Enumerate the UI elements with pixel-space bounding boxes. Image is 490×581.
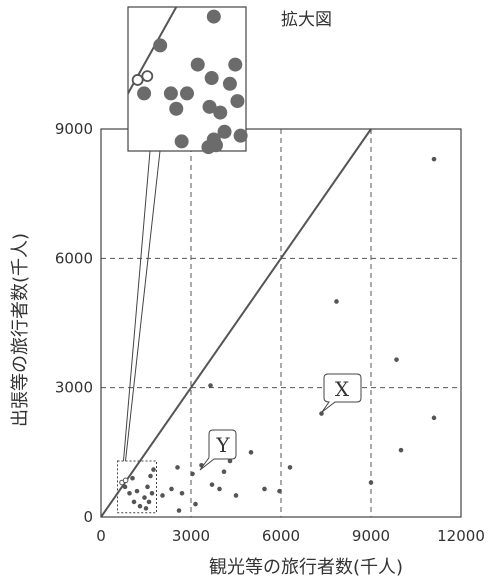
tick-labels-layer: 0 3000 6000 9000 12000 0 3000 6000 9000 bbox=[55, 120, 485, 545]
data-point bbox=[221, 469, 227, 475]
inset-data-point bbox=[153, 38, 168, 53]
data-point bbox=[149, 490, 155, 496]
data-point bbox=[319, 411, 324, 416]
x-axis-title: 観光等の旅行者数(千人) bbox=[209, 557, 403, 578]
data-point bbox=[122, 484, 128, 490]
inset-data-point bbox=[228, 57, 243, 72]
inset-data-point bbox=[169, 101, 184, 116]
inset-data-point bbox=[202, 99, 217, 114]
inset-connector-left bbox=[123, 150, 151, 461]
inset-data-point bbox=[163, 86, 178, 101]
data-point bbox=[143, 506, 149, 511]
inset-data-point bbox=[190, 57, 205, 72]
callout-y-bubble bbox=[199, 429, 237, 471]
grid-layer bbox=[101, 129, 461, 517]
x-tick-label: 3000 bbox=[172, 527, 210, 545]
data-point bbox=[130, 475, 135, 481]
data-point bbox=[368, 480, 374, 485]
inset-data-point bbox=[233, 128, 248, 143]
points-layer bbox=[119, 156, 437, 513]
data-point bbox=[217, 486, 222, 492]
inset-data-point-hollow bbox=[131, 74, 144, 86]
y-axis-title: 出張等の旅行者数(千人) bbox=[10, 233, 31, 427]
data-point bbox=[179, 490, 185, 496]
data-point bbox=[169, 486, 174, 492]
x-tick-label: 6000 bbox=[262, 527, 300, 545]
data-point bbox=[131, 499, 137, 505]
data-point bbox=[208, 383, 213, 388]
inset-data-point bbox=[201, 140, 216, 155]
data-point bbox=[190, 471, 195, 477]
data-point bbox=[277, 488, 282, 494]
data-point bbox=[127, 490, 132, 496]
reference-line bbox=[100, 128, 372, 518]
data-point bbox=[148, 473, 153, 479]
data-point bbox=[431, 415, 437, 421]
x-tick-label: 9000 bbox=[352, 527, 390, 545]
data-point bbox=[142, 495, 147, 500]
data-point bbox=[262, 486, 267, 492]
inset-layer bbox=[123, 6, 248, 462]
inset-data-point bbox=[137, 86, 152, 101]
inset-data-point bbox=[230, 94, 245, 109]
data-point bbox=[160, 493, 165, 498]
inset-data-point bbox=[204, 71, 219, 86]
y-tick-label: 6000 bbox=[55, 249, 93, 267]
plot-frame bbox=[100, 128, 462, 518]
data-point-hollow bbox=[122, 477, 129, 484]
data-point bbox=[176, 508, 182, 513]
data-point bbox=[248, 450, 254, 455]
data-point bbox=[134, 488, 140, 494]
inset-data-point bbox=[206, 9, 221, 24]
data-point bbox=[431, 156, 437, 162]
data-point bbox=[145, 484, 150, 490]
data-point bbox=[209, 482, 215, 487]
plot-frame-layer bbox=[100, 128, 462, 518]
data-point bbox=[287, 465, 293, 470]
data-point bbox=[193, 501, 198, 507]
data-point bbox=[398, 447, 404, 453]
inset-data-point bbox=[213, 105, 228, 120]
y-tick-label: 0 bbox=[83, 508, 93, 526]
zoom-region-box bbox=[117, 460, 157, 514]
inset-data-point bbox=[174, 134, 189, 149]
inset-data-point-hollow bbox=[141, 70, 154, 83]
data-point bbox=[227, 458, 233, 464]
data-point bbox=[233, 493, 239, 498]
inset-data-point bbox=[180, 86, 194, 101]
inset-title: 拡大図 bbox=[281, 10, 332, 30]
data-point bbox=[146, 499, 152, 505]
y-tick-label: 9000 bbox=[55, 120, 93, 138]
x-tick-label: 0 bbox=[96, 527, 106, 545]
callouts-layer: XY bbox=[199, 373, 362, 471]
data-point bbox=[151, 467, 156, 472]
data-point bbox=[334, 299, 339, 304]
y-tick-label: 3000 bbox=[55, 379, 93, 397]
callout-x-bubble bbox=[321, 373, 362, 413]
inset-connector-right bbox=[125, 150, 161, 462]
callout-y-label: Y bbox=[215, 433, 230, 457]
inset-data-point bbox=[217, 124, 232, 139]
callout-x-label: X bbox=[335, 377, 350, 401]
data-point bbox=[137, 503, 143, 509]
data-point bbox=[175, 465, 180, 470]
data-point bbox=[394, 357, 399, 362]
x-tick-label: 12000 bbox=[437, 527, 485, 545]
inset-data-point bbox=[222, 76, 237, 91]
reference-line-layer bbox=[100, 128, 372, 518]
